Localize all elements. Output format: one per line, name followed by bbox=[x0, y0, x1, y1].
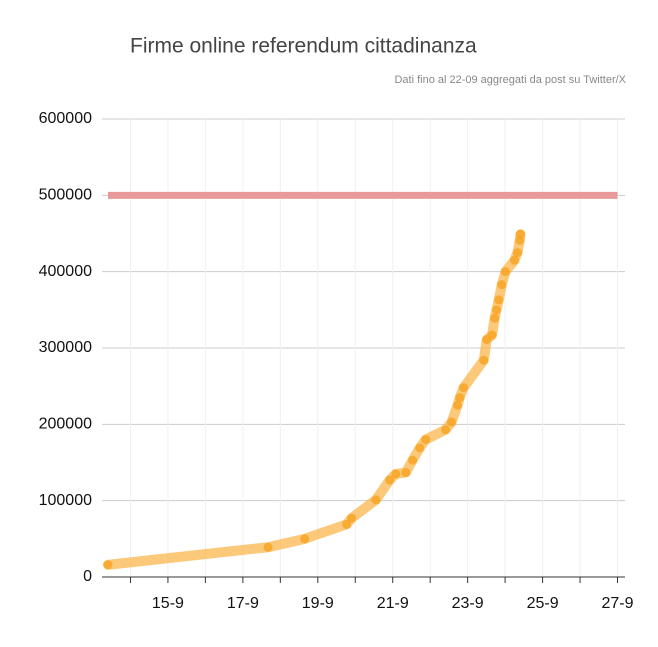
chart-title: Firme online referendum cittadinanza bbox=[130, 35, 477, 58]
x-tick-label: 15-9 bbox=[152, 595, 184, 612]
data-point bbox=[459, 383, 469, 393]
y-tick-label: 500000 bbox=[39, 187, 92, 204]
data-point bbox=[455, 393, 465, 403]
data-point bbox=[491, 305, 501, 315]
data-point bbox=[515, 229, 525, 239]
data-point bbox=[347, 513, 357, 523]
data-point bbox=[487, 330, 497, 340]
data-point bbox=[447, 417, 457, 427]
y-tick-label: 0 bbox=[83, 568, 92, 585]
data-point bbox=[415, 443, 425, 453]
data-point bbox=[509, 255, 519, 265]
x-tick-label: 21-9 bbox=[377, 595, 409, 612]
data-point bbox=[494, 295, 504, 305]
data-point bbox=[421, 435, 431, 445]
x-tick-label: 27-9 bbox=[601, 595, 633, 612]
data-point bbox=[490, 313, 500, 323]
data-point bbox=[385, 475, 395, 485]
y-tick-label: 100000 bbox=[39, 492, 92, 509]
data-point bbox=[441, 425, 451, 435]
x-tick-label: 19-9 bbox=[302, 595, 334, 612]
data-point bbox=[300, 534, 310, 544]
data-point bbox=[500, 267, 510, 277]
data-point bbox=[263, 542, 273, 552]
x-tick-label: 17-9 bbox=[227, 595, 259, 612]
y-tick-label: 300000 bbox=[39, 339, 92, 356]
data-point bbox=[401, 467, 411, 477]
data-point bbox=[391, 469, 401, 479]
x-tick-label: 23-9 bbox=[452, 595, 484, 612]
y-tick-label: 400000 bbox=[39, 263, 92, 280]
data-point bbox=[453, 400, 463, 410]
data-point bbox=[479, 355, 489, 365]
y-tick-label: 600000 bbox=[39, 110, 92, 127]
data-point bbox=[408, 455, 418, 465]
data-point bbox=[371, 495, 381, 505]
data-point bbox=[497, 280, 507, 290]
x-tick-label: 25-9 bbox=[527, 595, 559, 612]
data-point bbox=[512, 248, 522, 258]
y-tick-label: 200000 bbox=[39, 416, 92, 433]
chart-subtitle: Dati fino al 22-09 aggregati da post su … bbox=[394, 74, 626, 86]
data-point bbox=[342, 519, 352, 529]
data-point bbox=[103, 560, 113, 570]
